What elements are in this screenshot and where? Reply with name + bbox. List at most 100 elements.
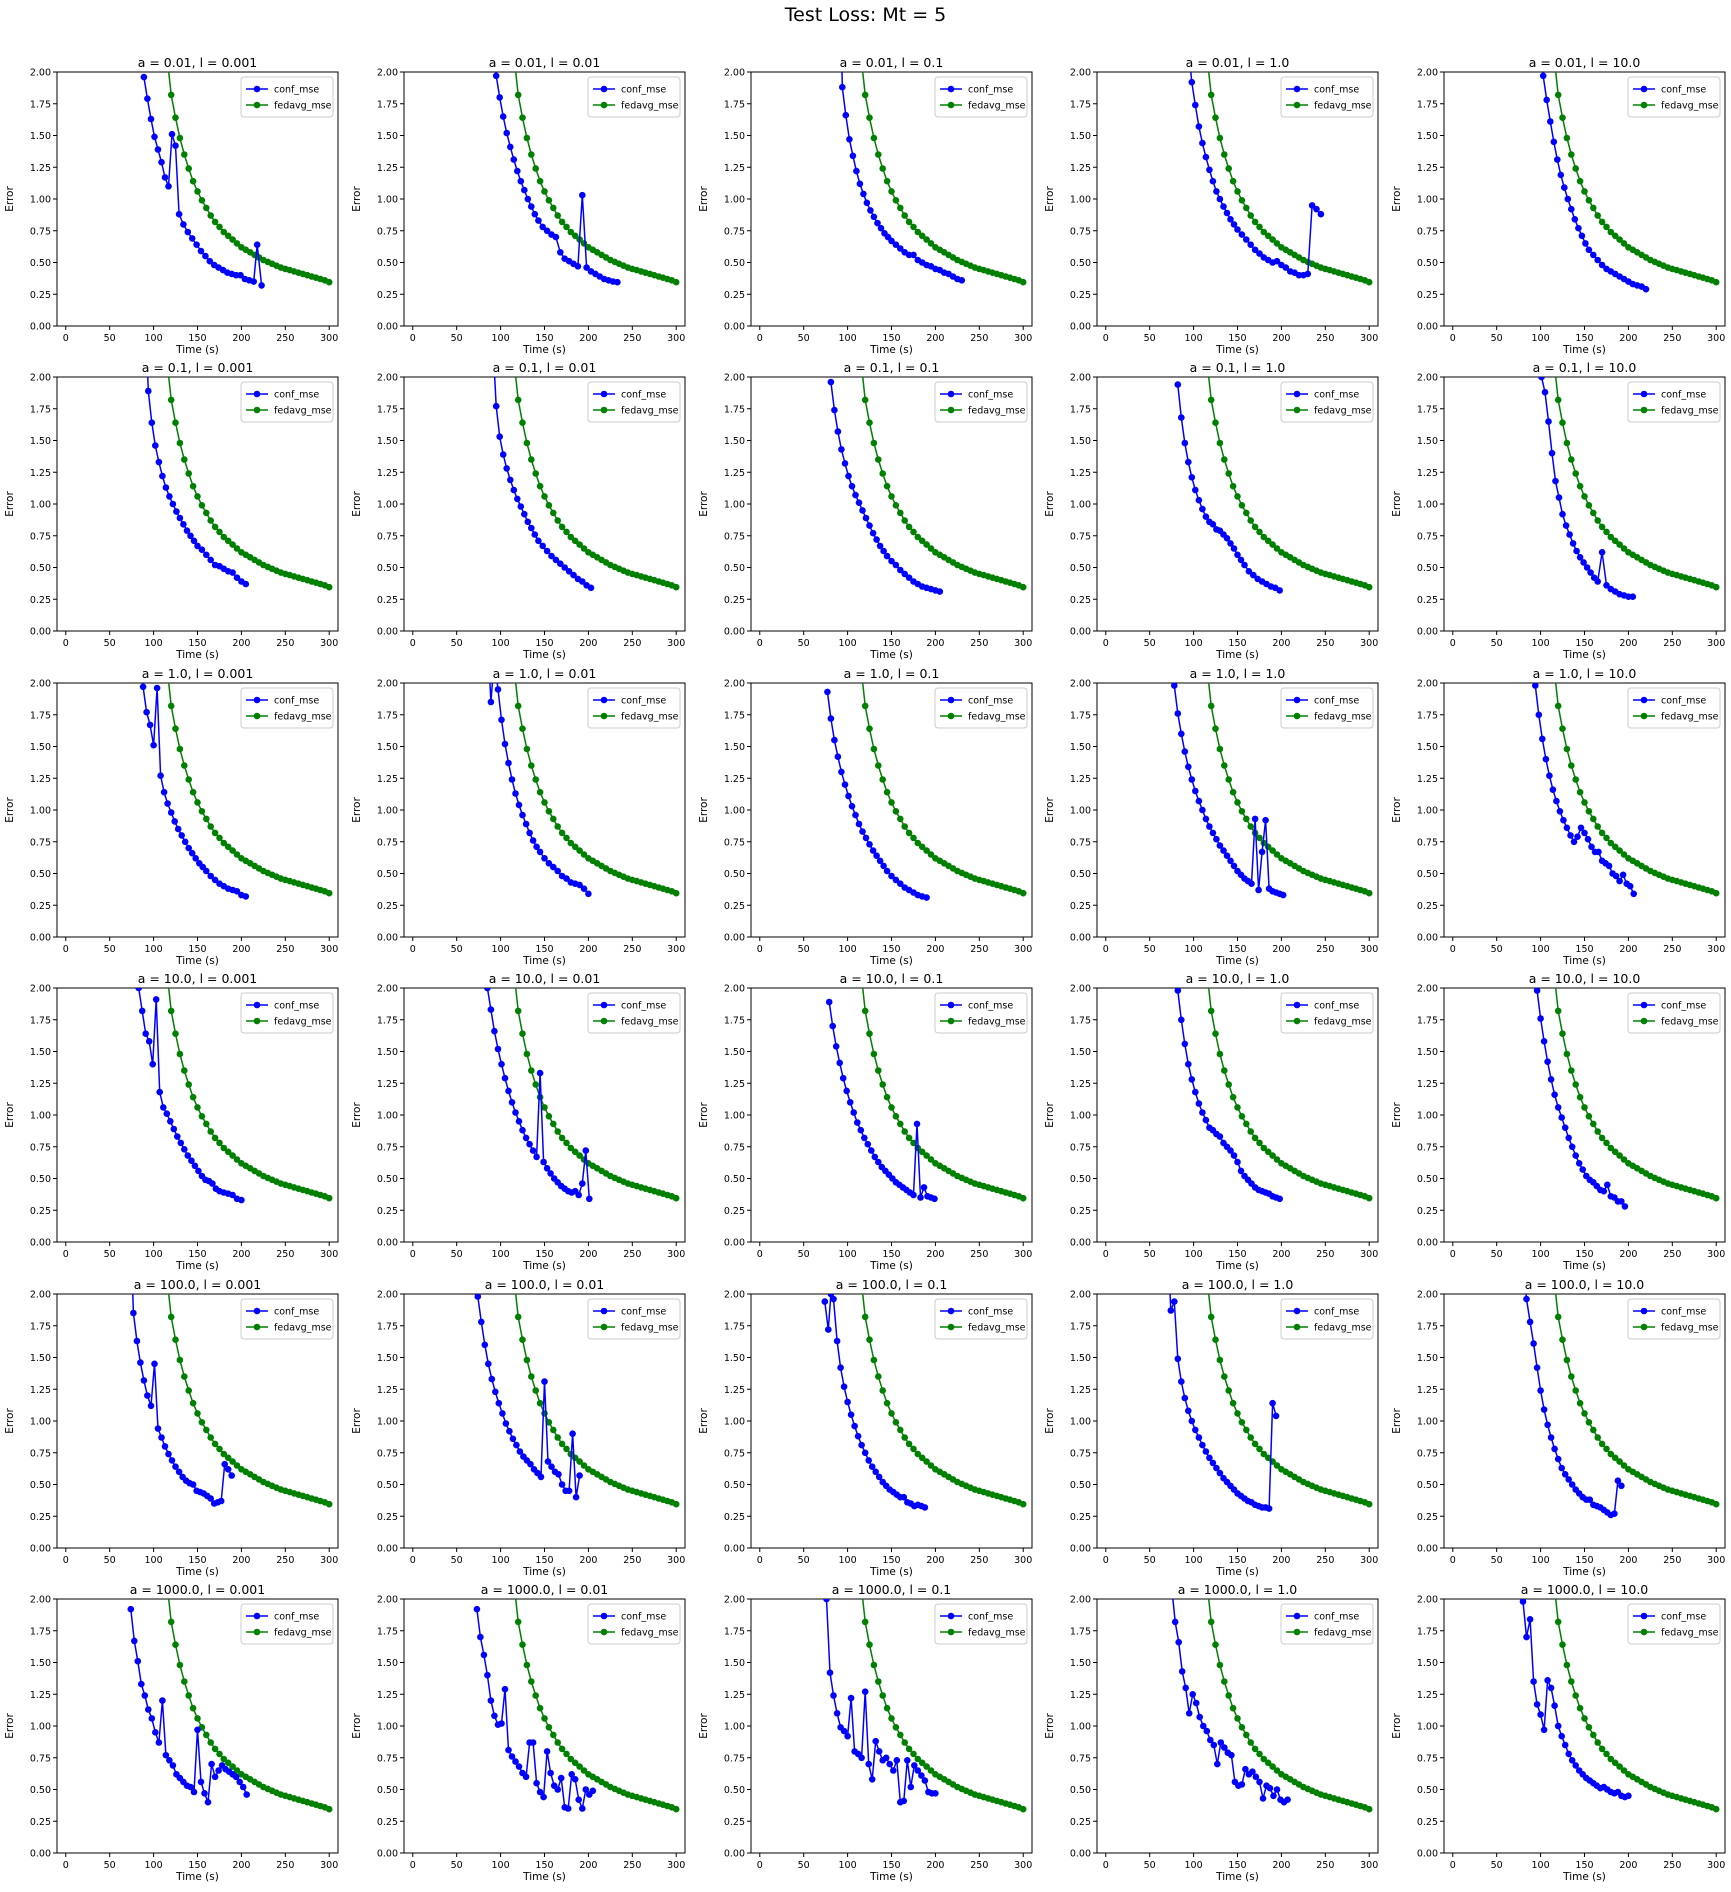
x-tick-label: 300 xyxy=(320,638,338,649)
fedavg-mse-point xyxy=(181,1373,188,1380)
legend-label: conf_mse xyxy=(1314,1612,1359,1623)
legend-label: fedavg_mse xyxy=(621,406,679,417)
conf-mse-point xyxy=(1560,816,1567,824)
fedavg-mse-point xyxy=(172,419,179,427)
y-tick-label: 1.00 xyxy=(1070,500,1091,511)
x-tick-label: 50 xyxy=(451,944,463,955)
y-tick-label: 0.00 xyxy=(1070,322,1091,333)
subplot-a1000.0-l0.01: a = 1000.0, l = 0.010 50 100 150 200 250 3000.… xyxy=(351,1582,686,1883)
conf-mse-point xyxy=(510,486,518,494)
conf-mse-point xyxy=(582,1786,590,1793)
conf-mse-point xyxy=(140,1377,148,1384)
y-axis-label: Error xyxy=(1391,1713,1403,1739)
fedavg-mse-point xyxy=(927,545,935,552)
fedavg-mse-point xyxy=(1572,1692,1579,1699)
subplot-title: a = 0.01, l = 0.001 xyxy=(138,55,258,70)
fedavg-mse-point xyxy=(1554,1618,1562,1626)
conf-mse-point xyxy=(1207,1736,1214,1744)
conf-mse-point xyxy=(1558,1464,1565,1472)
conf-mse-point xyxy=(141,1692,149,1699)
fedavg-mse-point xyxy=(185,165,192,172)
fedavg-mse-point xyxy=(888,1715,895,1722)
conf-mse-point xyxy=(1557,171,1565,179)
y-tick-label: 0.75 xyxy=(724,1142,745,1153)
subplot-a1000.0-l1.0: a = 1000.0, l = 1.00 50 100 150 200 250 3000.0… xyxy=(1044,1582,1379,1883)
fedavg-mse-point xyxy=(493,1098,500,1105)
fedavg-mse-point xyxy=(545,1419,553,1426)
conf-mse-point xyxy=(1551,1445,1558,1453)
conf-mse-point xyxy=(1167,1307,1175,1314)
x-tick-label: 200 xyxy=(926,638,944,649)
fedavg-mse-point xyxy=(883,1093,891,1101)
subplot-title: a = 10.0, l = 1.0 xyxy=(1186,971,1290,986)
conf-mse-point xyxy=(875,1473,883,1481)
fedavg-mse-point xyxy=(844,237,851,244)
fedavg-mse-point xyxy=(1607,1144,1615,1152)
legend-marker xyxy=(947,85,955,93)
conf-mse-point xyxy=(1185,1710,1193,1717)
legend-marker xyxy=(600,1628,608,1636)
legend-label: conf_mse xyxy=(621,85,666,96)
fedavg-mse-point xyxy=(558,523,566,531)
legend-label: fedavg_mse xyxy=(274,1323,332,1334)
y-tick-label: 1.75 xyxy=(1417,1626,1438,1637)
fedavg-mse-point xyxy=(1264,537,1272,545)
x-tick-label: 50 xyxy=(798,1555,810,1566)
conf-mse-point xyxy=(900,1493,908,1501)
legend-label: fedavg_mse xyxy=(1314,101,1372,112)
legend-marker xyxy=(253,1628,261,1636)
conf-mse-point xyxy=(1270,1792,1277,1800)
conf-mse-point xyxy=(1243,236,1250,243)
conf-mse-point xyxy=(190,537,198,545)
conf-mse-point xyxy=(514,495,521,503)
conf-mse-point xyxy=(232,1773,240,1781)
fedavg-mse-point xyxy=(1238,808,1246,815)
x-axis-label: Time (s) xyxy=(1562,1871,1606,1883)
x-tick-label: 150 xyxy=(1228,333,1246,344)
y-axis-label: Error xyxy=(351,186,363,212)
fedavg-mse-point xyxy=(853,1240,860,1247)
fedavg-mse-point xyxy=(536,788,544,796)
conf-mse-point xyxy=(910,251,917,259)
legend-label: fedavg_mse xyxy=(968,1323,1026,1334)
fedavg-mse-point xyxy=(506,629,513,636)
x-tick-label: 250 xyxy=(623,333,641,344)
fedavg-mse-point xyxy=(211,829,219,837)
conf-mse-point xyxy=(174,1133,181,1140)
conf-mse-point xyxy=(1616,877,1623,885)
fedavg-mse-point xyxy=(211,1745,219,1753)
fedavg-mse-point xyxy=(176,1356,184,1364)
conf-mse-point xyxy=(575,1191,582,1199)
x-tick-label: 300 xyxy=(667,1249,685,1260)
fedavg-mse-point xyxy=(1273,851,1281,858)
y-tick-label: 1.75 xyxy=(1070,1321,1091,1332)
conf-mse-point xyxy=(570,571,577,579)
conf-mse-point xyxy=(1248,880,1255,887)
x-axis-label: Time (s) xyxy=(1215,955,1259,967)
fedavg-mse-point xyxy=(870,439,878,447)
fedavg-mse-point xyxy=(892,197,900,204)
conf-mse-point xyxy=(1547,1684,1555,1692)
conf-mse-point xyxy=(1555,494,1563,501)
conf-mse-point xyxy=(197,1778,205,1786)
conf-mse-point xyxy=(131,1637,138,1645)
conf-mse-point xyxy=(917,1194,924,1201)
subplot-title: a = 1000.0, l = 0.001 xyxy=(130,1582,265,1597)
fedavg-mse-point xyxy=(875,762,882,769)
legend-label: fedavg_mse xyxy=(621,1628,679,1639)
conf-mse-point xyxy=(1544,1058,1551,1065)
legend-marker xyxy=(947,696,955,704)
x-tick-label: 50 xyxy=(798,333,810,344)
conf-mse-point xyxy=(138,1007,146,1015)
conf-mse-point xyxy=(496,94,504,101)
conf-mse-point xyxy=(189,1481,197,1488)
y-tick-label: 0.50 xyxy=(1417,563,1438,574)
fedavg-mse-point xyxy=(1598,523,1606,531)
fedavg-mse-point xyxy=(185,776,192,783)
y-tick-label: 0.50 xyxy=(30,258,51,269)
conf-mse-point xyxy=(140,73,148,81)
x-tick-label: 0 xyxy=(1450,944,1456,955)
subplot-a10.0-l0.1: a = 10.0, l = 0.10 50 100 150 200 250 3000.000… xyxy=(698,971,1033,1272)
fedavg-mse-point xyxy=(554,823,561,830)
conf-mse-point xyxy=(1216,842,1224,849)
